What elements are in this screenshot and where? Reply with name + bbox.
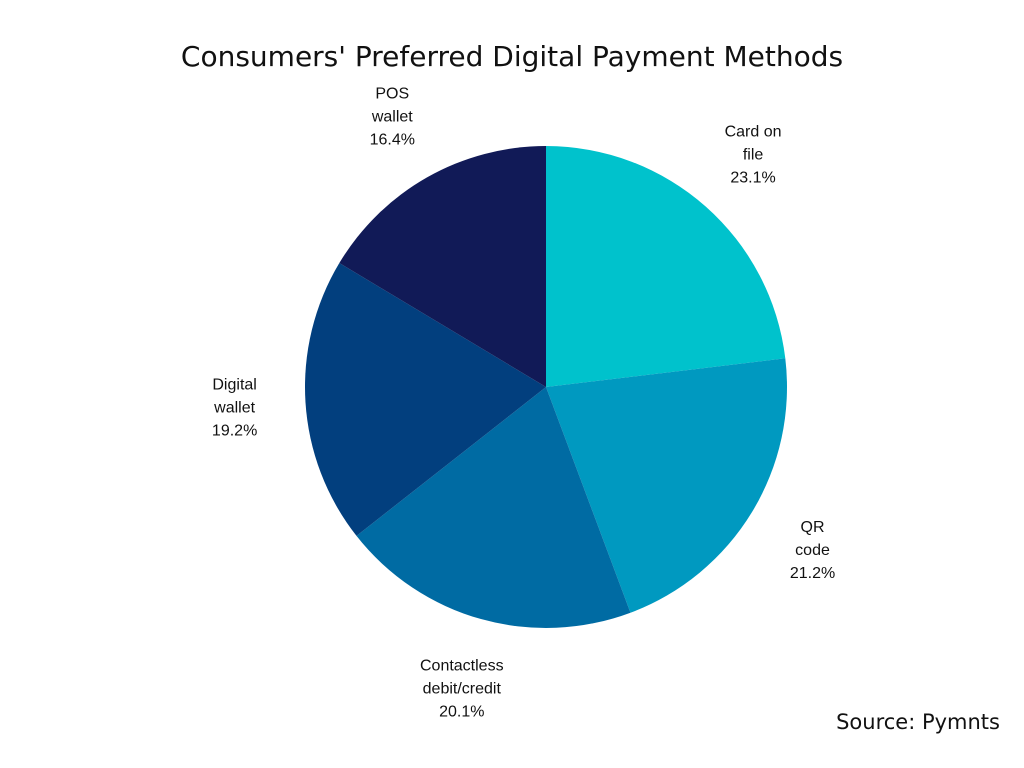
- pie-slices: [305, 146, 788, 628]
- pie-labels: Card on file 23.1% QR code 21.2% Contactless de…: [212, 86, 835, 721]
- pie-slice-1: [546, 358, 788, 613]
- slice-name-line: QR: [801, 519, 825, 536]
- chart-title: Consumers' Preferred Digital Payment Met…: [180, 40, 844, 73]
- slice-value: 19.2%: [212, 423, 257, 440]
- slice-name-line: Card on: [725, 124, 782, 141]
- slice-name-line: wallet: [213, 400, 255, 417]
- slice-label-3: Digital wallet 19.2%: [212, 377, 257, 440]
- slice-value: 21.2%: [790, 565, 835, 582]
- pie-slice-0: [546, 146, 786, 387]
- slice-name-line: code: [795, 542, 830, 559]
- pie-slice-2: [356, 387, 631, 628]
- slice-name-line: wallet: [371, 109, 413, 126]
- slice-value: 20.1%: [439, 703, 484, 720]
- slice-value: 16.4%: [370, 132, 415, 149]
- slice-label-1: QR code 21.2%: [790, 519, 835, 582]
- pie-slice-4: [339, 146, 546, 387]
- slice-name-line: debit/credit: [423, 680, 502, 697]
- slice-label-4: POS wallet 16.4%: [370, 86, 415, 149]
- slice-value: 23.1%: [730, 170, 775, 187]
- slice-name-line: Digital: [212, 377, 256, 394]
- slice-name-line: file: [743, 147, 764, 164]
- slice-name-line: POS: [375, 86, 409, 103]
- slice-label-2: Contactless debit/credit 20.1%: [420, 657, 504, 720]
- pie-slice-3: [305, 263, 546, 536]
- slice-label-0: Card on file 23.1%: [725, 124, 782, 187]
- source-note: Source: Pymnts: [836, 710, 1000, 734]
- slice-name-line: Contactless: [420, 657, 504, 674]
